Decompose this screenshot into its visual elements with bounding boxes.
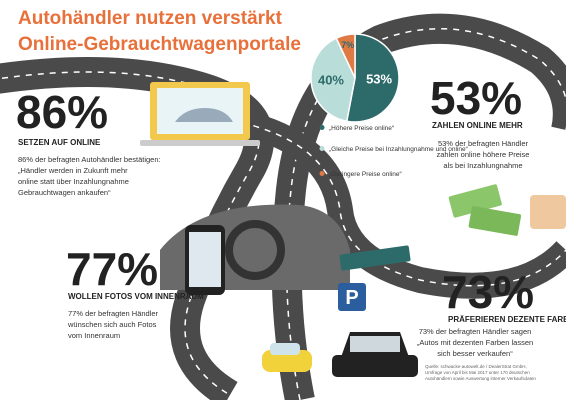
body-text: sich besser verkaufen“ — [437, 349, 513, 358]
legend-dot — [319, 125, 325, 130]
body-text: 53% der befragten Händler — [438, 139, 529, 148]
body-text: 86% der befragten Autohändler bestätigen… — [18, 155, 161, 164]
slice-label: 7% — [341, 40, 354, 50]
cars — [262, 332, 418, 377]
stat-86: 86% SETZEN AUF ONLINE 86% der befragten … — [16, 86, 161, 197]
body-text: 77% der befragten Händler — [68, 309, 159, 318]
heading: PRÄFERIEREN DEZENTE FARBEN — [448, 315, 566, 324]
stat-73: 73% PRÄFERIEREN DEZENTE FARBEN 73% der b… — [417, 266, 566, 358]
slice-label: 40% — [318, 72, 344, 87]
svg-text:P: P — [345, 287, 358, 309]
pie-chart: 53% 40% 7% „Höhere Preise online“ „Gleiche P… — [310, 33, 468, 178]
figure: 86% — [16, 86, 108, 138]
money-illustration — [339, 184, 566, 271]
legend-dot — [319, 171, 325, 176]
pie-slice — [335, 33, 356, 79]
legend-dot — [319, 146, 325, 151]
slice-label: 53% — [366, 72, 392, 87]
body-text: online statt über Inzahlungnahme — [18, 177, 129, 186]
body-text: als bei Inzahlungnahme — [443, 161, 522, 170]
figure: 77% — [66, 243, 158, 295]
legend-label: „Höhere Preise online“ — [329, 125, 394, 132]
pie-slice — [310, 37, 356, 123]
figure: 53% — [430, 72, 522, 124]
body-text: vom Innenraum — [68, 331, 120, 340]
body-text: 73% der befragten Händler sagen — [419, 327, 532, 336]
legend-label: „Gleiche Preise bei Inzahlungnahme und o… — [329, 146, 468, 153]
figure: 73% — [442, 266, 534, 318]
body-text: „Autos mit dezenten Farben lassen — [417, 338, 533, 347]
parking-sign: P — [338, 283, 366, 311]
source: Umfrage von April bis Mai 2017 unter 170… — [425, 370, 530, 375]
body-text: „Händler werden in Zukunft mehr — [18, 166, 128, 175]
heading: SETZEN AUF ONLINE — [18, 138, 101, 147]
title: Autohändler nutzen verstärkt — [18, 8, 283, 29]
source: Quelle: schwacke-autowelt.de / DealerStr… — [425, 364, 527, 369]
dashboard-illustration — [160, 204, 350, 295]
body-text: Gebrauchtwagen ankaufen“ — [18, 188, 111, 197]
title: Online-Gebrauchtwagenportale — [18, 34, 301, 55]
source: Autohändlern sowie Auswertung interner V… — [425, 376, 536, 381]
heading: ZAHLEN ONLINE MEHR — [432, 121, 523, 130]
stat-53: 53% ZAHLEN ONLINE MEHR 53% der befragten… — [430, 72, 529, 170]
pie-slice — [345, 33, 400, 123]
heading: WOLLEN FOTOS VOM INNENRAUM — [68, 292, 204, 301]
legend-label: „Geringere Preise online“ — [329, 171, 402, 178]
laptop-icon — [140, 82, 260, 146]
stat-77: 77% WOLLEN FOTOS VOM INNENRAUM 77% der b… — [66, 243, 204, 340]
body-text: zahlen online höhere Preise — [437, 150, 530, 159]
body-text: wünschen sich auch Fotos — [67, 320, 157, 329]
